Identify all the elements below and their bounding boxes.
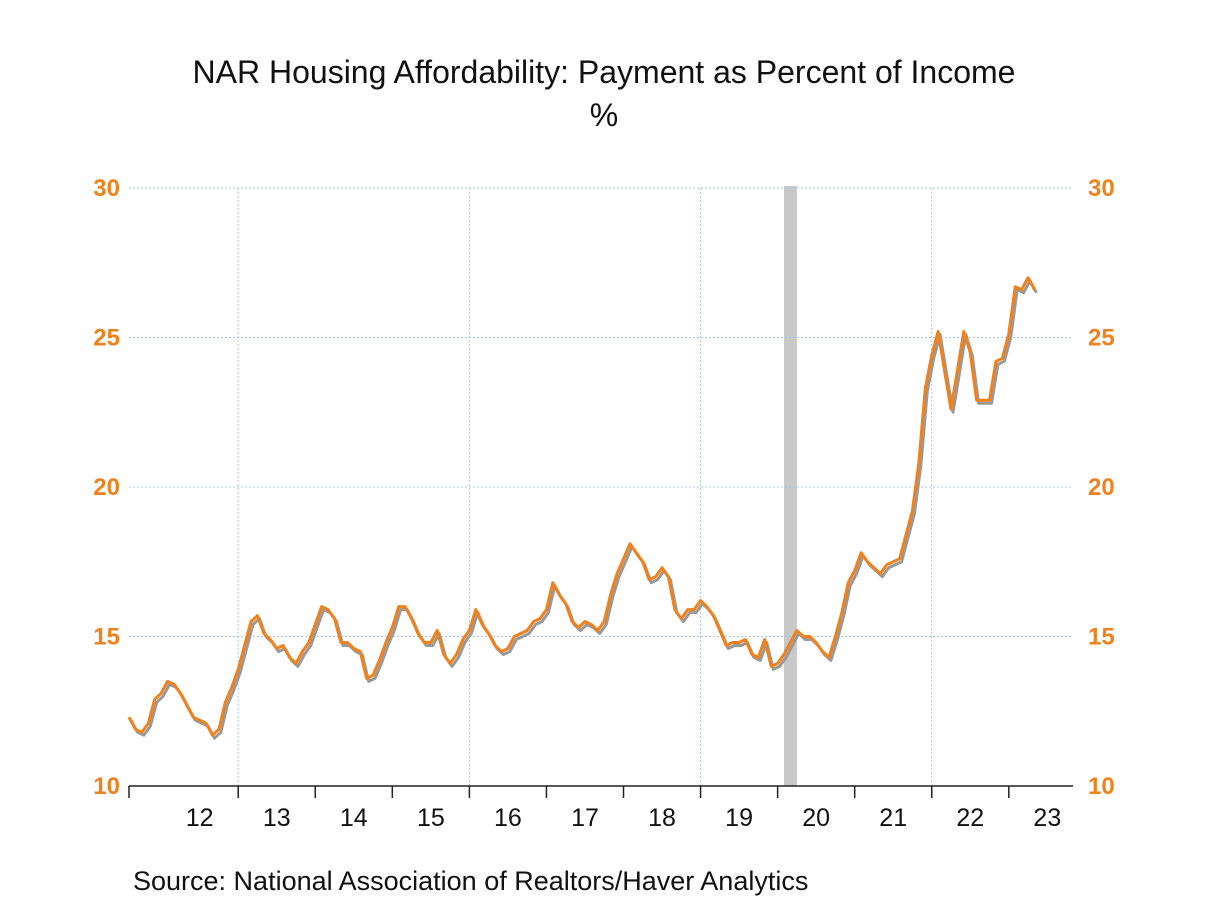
x-axis: [128, 785, 1073, 798]
y-tick-label-left: 15: [93, 624, 120, 651]
recession-band: [784, 186, 797, 786]
y-tick-label-left: 25: [93, 325, 120, 352]
tick-labels: 10 10 15 15 20 20 25 25 30 30 12 13 14 15 16 17 18 19 20 21…: [93, 175, 1114, 832]
y-tick-label-left: 30: [93, 175, 120, 202]
x-tick-label: 12: [186, 804, 214, 832]
chart-subtitle: %: [589, 97, 619, 133]
x-tick-label: 14: [340, 804, 368, 832]
series-shadow-line: [129, 279, 1038, 740]
y-tick-label-right: 20: [1088, 474, 1115, 501]
source-note: Source: National Association of Realtors…: [133, 866, 809, 896]
x-tick-label: 15: [417, 804, 445, 832]
grid-lines: [129, 187, 1073, 786]
series-lines: [127, 276, 1038, 740]
y-tick-label-left: 10: [93, 773, 120, 800]
y-tick-label-right: 15: [1088, 624, 1115, 651]
y-tick-label-right: 30: [1088, 175, 1115, 202]
y-tick-label-right: 25: [1088, 325, 1115, 352]
x-tick-label: 17: [571, 804, 599, 832]
x-tick-label: 18: [648, 804, 676, 832]
x-tick-label: 16: [494, 804, 522, 832]
x-tick-label: 21: [879, 804, 907, 832]
x-tick-label: 23: [1033, 804, 1061, 832]
y-tick-label-right: 10: [1088, 773, 1115, 800]
series-line: [127, 276, 1036, 737]
x-tick-label: 22: [956, 804, 984, 832]
recession-bands: [784, 186, 797, 786]
x-tick-label: 20: [802, 804, 830, 832]
x-tick-label: 13: [263, 804, 291, 832]
y-tick-label-left: 20: [93, 474, 120, 501]
chart-title: NAR Housing Affordability: Payment as Pe…: [192, 54, 1016, 90]
x-tick-label: 19: [725, 804, 753, 832]
